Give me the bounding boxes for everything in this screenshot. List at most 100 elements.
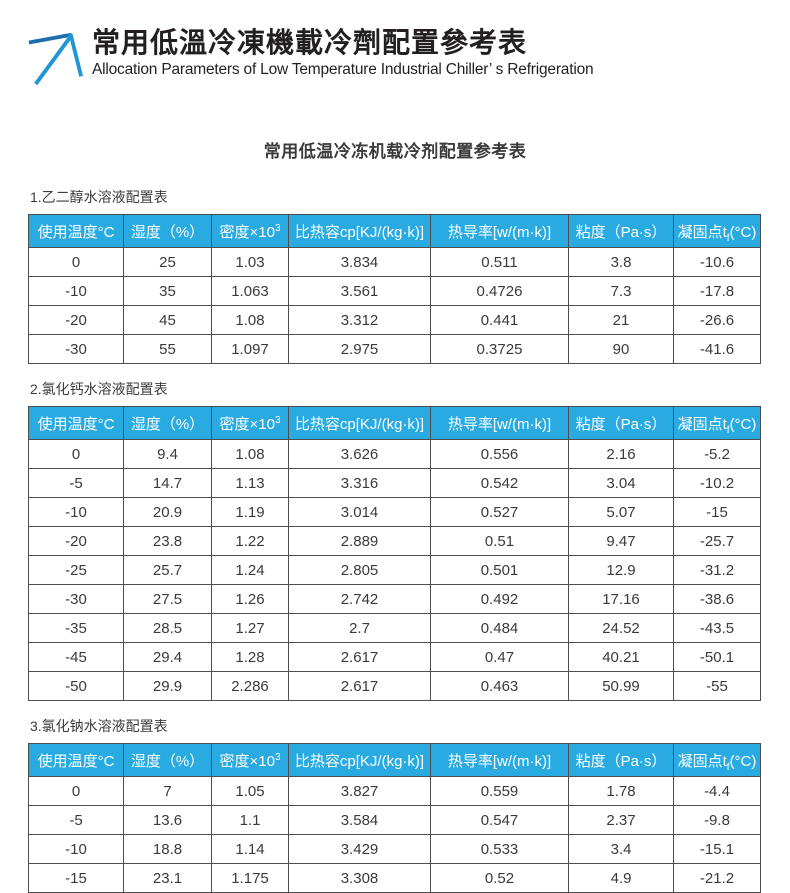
table-cell: 1.175	[211, 863, 289, 893]
table-cell: 3.308	[288, 863, 431, 893]
column-header: 粘度（Pa·s）	[568, 406, 674, 440]
table-cell: 0.47	[430, 642, 569, 672]
page-title: 常用低溫冷凍機載冷劑配置參考表	[92, 27, 528, 58]
table-row: -45 29.4 1.28 2.617 0.47 40.21 -50.1	[28, 642, 761, 672]
table-cell: 3.429	[288, 834, 431, 864]
table-cell: -31.2	[673, 555, 761, 585]
table-cell: 20.9	[123, 497, 212, 527]
table-cell: -55	[673, 671, 761, 701]
solution-section: 3.氯化钠水溶液配置表 使用温度°C 湿度（%） 密度×103 比热容cp[KJ/(k…	[28, 716, 762, 893]
table-cell: 0	[28, 776, 124, 806]
table-cell: 28.5	[123, 613, 212, 643]
header-text-block: 常用低溫冷凍機載冷劑配置參考表 Allocation Parameters of…	[92, 27, 594, 79]
table-cell: -30	[28, 584, 124, 614]
table-cell: 1.78	[568, 776, 674, 806]
table-row: -20 23.8 1.22 2.889 0.51 9.47 -25.7	[28, 526, 761, 556]
table-cell: 12.9	[568, 555, 674, 585]
table-cell: 1.22	[211, 526, 289, 556]
table-cell: 1.19	[211, 497, 289, 527]
table-header-row: 使用温度°C 湿度（%） 密度×103 比热容cp[KJ/(kg·k)] 热导率[w/(…	[28, 743, 761, 777]
table-cell: -10.2	[673, 468, 761, 498]
table-cell: 2.16	[568, 439, 674, 469]
table-cell: -10	[28, 834, 124, 864]
table-cell: -15.1	[673, 834, 761, 864]
document-header: 常用低溫冷凍機載冷劑配置參考表 Allocation Parameters of…	[0, 0, 790, 87]
table-cell: 14.7	[123, 468, 212, 498]
table-cell: 25.7	[123, 555, 212, 585]
table-cell: -15	[28, 863, 124, 893]
table-cell: 55	[123, 334, 212, 364]
table-cell: -21.2	[673, 863, 761, 893]
table-cell: 0.441	[430, 305, 569, 335]
table-cell: 3.316	[288, 468, 431, 498]
table-sections-container: 1.乙二醇水溶液配置表 使用温度°C 湿度（%） 密度×103 比热容cp[KJ/(k…	[0, 162, 790, 893]
table-cell: 25	[123, 247, 212, 277]
table-row: -50 29.9 2.286 2.617 0.463 50.99 -55	[28, 671, 761, 701]
table-cell: 4.9	[568, 863, 674, 893]
table-cell: 3.4	[568, 834, 674, 864]
table-cell: 35	[123, 276, 212, 306]
table-cell: -20	[28, 305, 124, 335]
document-body-title: 常用低温冷冻机载冷剂配置参考表	[263, 142, 527, 161]
column-header: 湿度（%）	[123, 743, 212, 777]
table-cell: 0.511	[430, 247, 569, 277]
table-cell: 0.542	[430, 468, 569, 498]
table-cell: 2.805	[288, 555, 431, 585]
table-cell: -50.1	[673, 642, 761, 672]
table-cell: 2.7	[288, 613, 431, 643]
table-cell: -20	[28, 526, 124, 556]
up-right-arrow-icon	[27, 27, 85, 87]
table-row: -25 25.7 1.24 2.805 0.501 12.9 -31.2	[28, 555, 761, 585]
solution-section: 2.氯化钙水溶液配置表 使用温度°C 湿度（%） 密度×103 比热容cp[KJ/(k…	[28, 379, 762, 701]
table-cell: 3.04	[568, 468, 674, 498]
table-cell: 18.8	[123, 834, 212, 864]
table-cell: 1.24	[211, 555, 289, 585]
column-header: 粘度（Pa·s）	[568, 743, 674, 777]
table-cell: 3.312	[288, 305, 431, 335]
column-header: 使用温度°C	[28, 743, 124, 777]
table-row: -30 27.5 1.26 2.742 0.492 17.16 -38.6	[28, 584, 761, 614]
table-cell: 1.26	[211, 584, 289, 614]
table-cell: 1.063	[211, 276, 289, 306]
table-cell: 3.626	[288, 439, 431, 469]
table-cell: -30	[28, 334, 124, 364]
table-cell: 1.08	[211, 305, 289, 335]
section-label: 1.乙二醇水溶液配置表	[30, 189, 168, 205]
table-cell: 1.08	[211, 439, 289, 469]
column-header: 使用温度°C	[28, 406, 124, 440]
table-cell: -26.6	[673, 305, 761, 335]
column-header: 比热容cp[KJ/(kg·k)]	[288, 743, 431, 777]
table-cell: 27.5	[123, 584, 212, 614]
table-cell: 13.6	[123, 805, 212, 835]
table-cell: -17.8	[673, 276, 761, 306]
table-cell: 0.484	[430, 613, 569, 643]
section-label: 2.氯化钙水溶液配置表	[30, 381, 168, 397]
table-cell: 2.286	[211, 671, 289, 701]
table-cell: 0.52	[430, 863, 569, 893]
table-cell: -5	[28, 805, 124, 835]
table-row: -10 35 1.063 3.561 0.4726 7.3 -17.8	[28, 276, 761, 306]
table-cell: -9.8	[673, 805, 761, 835]
table-cell: -25	[28, 555, 124, 585]
table-cell: 0.463	[430, 671, 569, 701]
table-cell: 1.13	[211, 468, 289, 498]
table-cell: 0.492	[430, 584, 569, 614]
table-cell: 2.617	[288, 671, 431, 701]
table-cell: -10.6	[673, 247, 761, 277]
table-cell: 21	[568, 305, 674, 335]
table-cell: 0.51	[430, 526, 569, 556]
table-cell: 3.8	[568, 247, 674, 277]
column-header: 密度×103	[211, 214, 289, 248]
table-cell: 9.4	[123, 439, 212, 469]
table-cell: 2.742	[288, 584, 431, 614]
column-header: 粘度（Pa·s）	[568, 214, 674, 248]
table-cell: 1.27	[211, 613, 289, 643]
table-cell: 23.1	[123, 863, 212, 893]
table-cell: 5.07	[568, 497, 674, 527]
column-header: 凝固点tf(°C)	[673, 214, 761, 248]
table-row: -10 18.8 1.14 3.429 0.533 3.4 -15.1	[28, 834, 761, 864]
table-cell: 1.097	[211, 334, 289, 364]
table-row: -30 55 1.097 2.975 0.3725 90 -41.6	[28, 334, 761, 364]
table-cell: -10	[28, 276, 124, 306]
